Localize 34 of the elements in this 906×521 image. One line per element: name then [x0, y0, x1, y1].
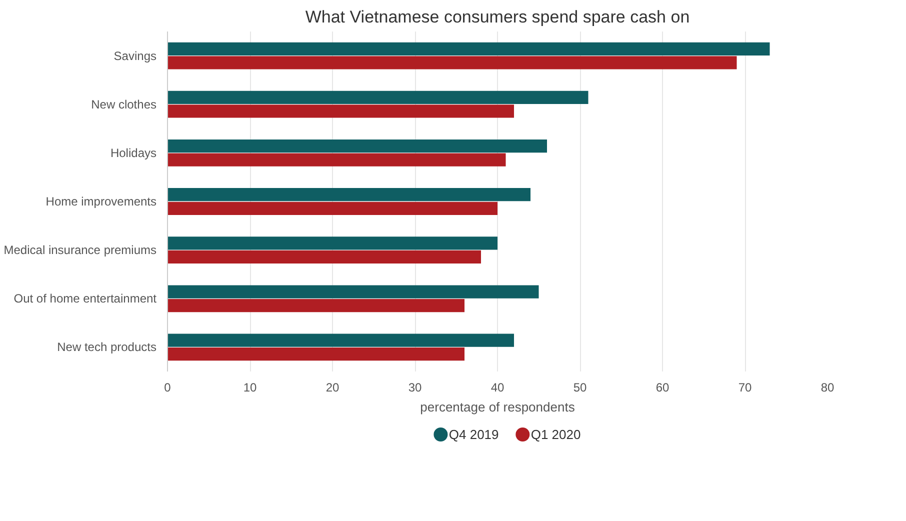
bar [168, 334, 514, 347]
y-tick-label: Savings [114, 48, 157, 63]
y-tick-label: Out of home entertainment [14, 292, 158, 306]
bar [168, 139, 547, 153]
x-tick-label: 70 [738, 380, 752, 394]
bar [168, 250, 481, 264]
bar [168, 42, 770, 56]
bar [168, 104, 514, 118]
bar [168, 236, 498, 250]
x-tick-label: 80 [820, 380, 834, 394]
bar [168, 285, 539, 298]
x-tick-label: 20 [326, 380, 340, 394]
x-tick-label: 60 [656, 380, 670, 394]
bar [168, 90, 588, 104]
bar [168, 298, 464, 312]
y-tick-label: New clothes [91, 97, 157, 112]
y-tick-label: New tech products [57, 340, 157, 354]
y-tick-label: Home improvements [46, 194, 156, 208]
chart-title: What Vietnamese consumers spend spare cash on [305, 8, 690, 26]
x-tick-label: 0 [164, 380, 172, 394]
bar [168, 188, 530, 202]
bar [168, 153, 506, 166]
legend-label: Q4 2019 [448, 427, 499, 442]
bar [168, 202, 498, 215]
y-tick-label: Holidays [110, 146, 157, 160]
bar [168, 56, 737, 70]
legend-label: Q1 2020 [530, 427, 581, 442]
x-tick-label: 10 [243, 380, 257, 394]
y-tick-label: Medical insurance premiums [4, 243, 157, 258]
x-tick-label: 50 [573, 380, 587, 394]
x-tick-label: 40 [490, 380, 504, 394]
x-tick-label: 30 [408, 380, 422, 394]
bar [168, 348, 464, 361]
x-axis-title: percentage of respondents [420, 400, 576, 414]
